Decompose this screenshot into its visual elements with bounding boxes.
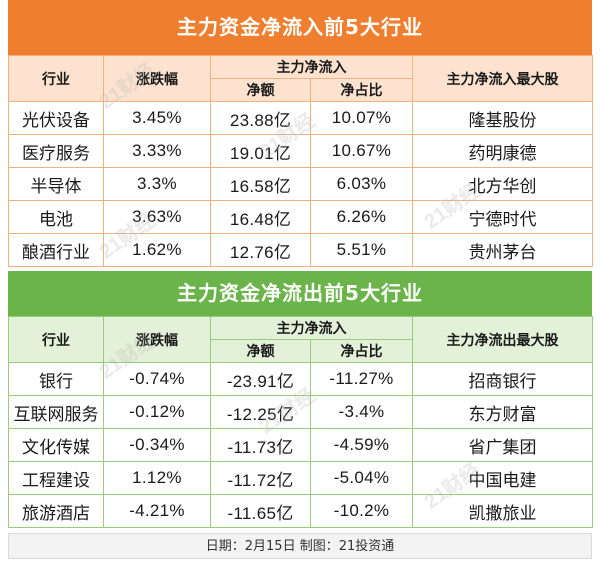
- top-stock-cell: 隆基股份: [412, 101, 593, 135]
- net-amount-cell: 16.48亿: [210, 200, 311, 234]
- change-cell: -0.34%: [103, 428, 211, 462]
- outflow-header-industry: 行业: [8, 316, 104, 363]
- top-stock-cell: 药明康德: [412, 134, 593, 168]
- table-row: 半导体 3.3% 16.58亿 6.03% 北方华创: [8, 167, 593, 201]
- industry-cell: 医疗服务: [8, 134, 104, 168]
- net-amount-cell: -11.65亿: [210, 494, 311, 528]
- outflow-header-net-group: 主力净流入: [210, 316, 413, 340]
- inflow-header-net-group: 主力净流入: [210, 55, 413, 79]
- net-amount-cell: -11.73亿: [210, 428, 311, 462]
- change-cell: 3.63%: [103, 200, 211, 234]
- net-ratio-cell: 6.26%: [310, 200, 413, 234]
- outflow-title: 主力资金净流出前5大行业: [8, 271, 592, 316]
- outflow-table: 行业 涨跌幅 主力净流入 主力净流出最大股 净额 净占比 银行 -0.74% -…: [8, 316, 593, 528]
- outflow-header-change: 涨跌幅: [103, 316, 211, 363]
- industry-cell: 文化传媒: [8, 428, 104, 462]
- inflow-section: 主力资金净流入前5大行业 行业 涨跌幅 主力净流入 主力净流入最大股 净额 净占…: [8, 0, 593, 270]
- net-ratio-cell: 6.03%: [310, 167, 413, 201]
- industry-cell: 工程建设: [8, 461, 104, 495]
- table-row: 旅游酒店 -4.21% -11.65亿 -10.2% 凯撒旅业: [8, 494, 593, 528]
- industry-cell: 电池: [8, 200, 104, 234]
- top-stock-cell: 省广集团: [412, 428, 593, 462]
- industry-cell: 银行: [8, 362, 104, 396]
- net-ratio-cell: 10.67%: [310, 134, 413, 168]
- top-stock-cell: 凯撒旅业: [412, 494, 593, 528]
- outflow-header-top-stock: 主力净流出最大股: [412, 316, 593, 363]
- net-amount-cell: -23.91亿: [210, 362, 311, 396]
- top-stock-cell: 中国电建: [412, 461, 593, 495]
- outflow-subheader-row: 净额 净占比: [9, 339, 593, 363]
- inflow-header-top-stock: 主力净流入最大股: [412, 55, 593, 102]
- industry-cell: 互联网服务: [8, 395, 104, 429]
- net-amount-cell: 12.76亿: [210, 233, 311, 267]
- industry-cell: 酿酒行业: [8, 233, 104, 267]
- top-stock-cell: 东方财富: [412, 395, 593, 429]
- change-cell: -4.21%: [103, 494, 211, 528]
- inflow-header-change: 涨跌幅: [103, 55, 211, 102]
- change-cell: -0.12%: [103, 395, 211, 429]
- change-cell: -0.74%: [103, 362, 211, 396]
- outflow-header-net-amount: 净额: [210, 339, 311, 363]
- inflow-table: 行业 涨跌幅 主力净流入 主力净流入最大股 净额 净占比 光伏设备 3.45% …: [8, 55, 593, 267]
- net-amount-cell: 23.88亿: [210, 101, 311, 135]
- inflow-header-row: 行业 涨跌幅 主力净流入 主力净流入最大股: [8, 55, 593, 102]
- net-ratio-cell: -4.59%: [310, 428, 413, 462]
- net-amount-cell: 19.01亿: [210, 134, 311, 168]
- change-cell: 3.45%: [103, 101, 211, 135]
- table-row: 电池 3.63% 16.48亿 6.26% 宁德时代: [8, 200, 593, 234]
- inflow-title: 主力资金净流入前5大行业: [8, 0, 592, 55]
- table-row: 银行 -0.74% -23.91亿 -11.27% 招商银行: [8, 362, 593, 396]
- top-stock-cell: 招商银行: [412, 362, 593, 396]
- net-ratio-cell: 5.51%: [310, 233, 413, 267]
- change-cell: 3.3%: [103, 167, 211, 201]
- top-stock-cell: 北方华创: [412, 167, 593, 201]
- net-amount-cell: -11.72亿: [210, 461, 311, 495]
- net-ratio-cell: -10.2%: [310, 494, 413, 528]
- net-ratio-cell: -5.04%: [310, 461, 413, 495]
- net-ratio-cell: 10.07%: [310, 101, 413, 135]
- inflow-header-net-amount: 净额: [210, 78, 311, 102]
- change-cell: 1.12%: [103, 461, 211, 495]
- change-cell: 1.62%: [103, 233, 211, 267]
- outflow-section: 主力资金净流出前5大行业 行业 涨跌幅 主力净流入 主力净流出最大股 净额 净占…: [8, 271, 593, 532]
- table-row: 工程建设 1.12% -11.72亿 -5.04% 中国电建: [8, 461, 593, 495]
- net-ratio-cell: -11.27%: [310, 362, 413, 396]
- inflow-header-net-ratio: 净占比: [310, 78, 413, 102]
- table-row: 光伏设备 3.45% 23.88亿 10.07% 隆基股份: [8, 101, 593, 135]
- net-amount-cell: -12.25亿: [210, 395, 311, 429]
- net-ratio-cell: -3.4%: [310, 395, 413, 429]
- industry-cell: 光伏设备: [8, 101, 104, 135]
- net-amount-cell: 16.58亿: [210, 167, 311, 201]
- inflow-header-industry: 行业: [8, 55, 104, 102]
- outflow-header-net-ratio: 净占比: [310, 339, 413, 363]
- footer-caption: 日期：2月15日 制图：21投资通: [8, 533, 592, 559]
- table-row: 互联网服务 -0.12% -12.25亿 -3.4% 东方财富: [8, 395, 593, 429]
- outflow-header-row: 行业 涨跌幅 主力净流入 主力净流出最大股: [8, 316, 593, 363]
- industry-cell: 半导体: [8, 167, 104, 201]
- top-stock-cell: 贵州茅台: [412, 233, 593, 267]
- top-stock-cell: 宁德时代: [412, 200, 593, 234]
- industry-cell: 旅游酒店: [8, 494, 104, 528]
- table-row: 文化传媒 -0.34% -11.73亿 -4.59% 省广集团: [8, 428, 593, 462]
- table-row: 医疗服务 3.33% 19.01亿 10.67% 药明康德: [8, 134, 593, 168]
- table-row: 酿酒行业 1.62% 12.76亿 5.51% 贵州茅台: [8, 233, 593, 267]
- change-cell: 3.33%: [103, 134, 211, 168]
